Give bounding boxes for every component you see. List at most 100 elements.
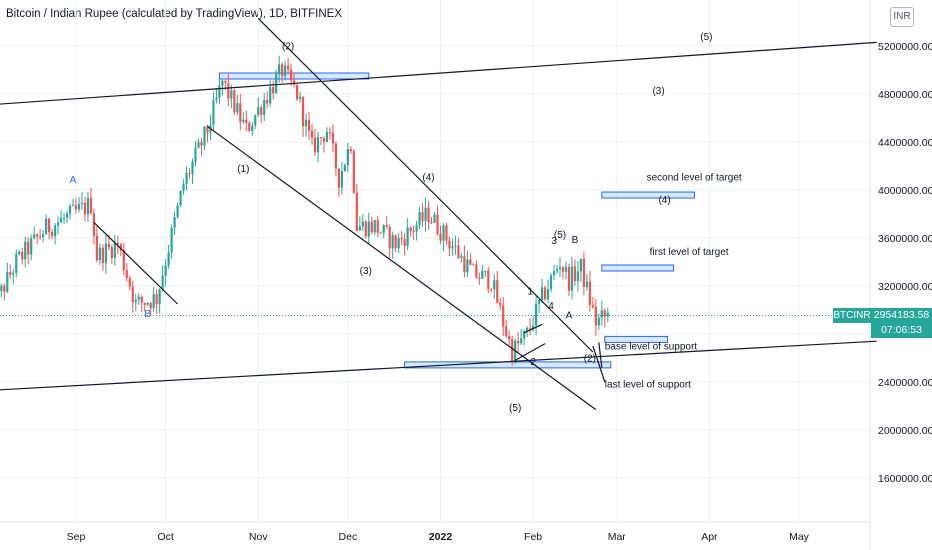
candle-body bbox=[275, 74, 278, 94]
candle-body bbox=[167, 252, 170, 266]
candle-body bbox=[119, 244, 122, 251]
candle-body bbox=[3, 285, 6, 292]
candle-body bbox=[125, 270, 128, 278]
candle-body bbox=[86, 198, 90, 215]
level-annotation: last level of support bbox=[605, 379, 691, 390]
candle-body bbox=[385, 225, 388, 227]
candle-body bbox=[564, 266, 568, 272]
trend-line bbox=[514, 343, 546, 361]
trend-line bbox=[257, 17, 594, 353]
candle-body bbox=[137, 296, 140, 300]
candle-body bbox=[50, 232, 54, 236]
candle-body bbox=[523, 330, 526, 339]
time-axis[interactable]: Sep Oct Nov Dec 2022 Feb Mar Apr May bbox=[67, 531, 810, 543]
candle-body bbox=[39, 236, 42, 238]
trend-line bbox=[592, 345, 606, 383]
candle-body bbox=[549, 275, 553, 290]
y-tick-label: 3200000.00 bbox=[878, 281, 932, 293]
candle-body bbox=[301, 97, 305, 127]
candle-body bbox=[12, 272, 15, 275]
currency-button[interactable]: INR bbox=[890, 7, 914, 27]
candle-body bbox=[585, 281, 588, 287]
candle-body bbox=[290, 69, 293, 81]
candle-body bbox=[448, 240, 451, 249]
level-zone bbox=[404, 361, 612, 369]
candle-body bbox=[218, 85, 221, 98]
y-tick-label: 4000000.00 bbox=[878, 185, 932, 197]
x-tick-label: Nov bbox=[249, 531, 268, 543]
wave-label: (3) bbox=[360, 266, 372, 277]
wave-label: (5) bbox=[700, 32, 712, 43]
grid bbox=[0, 0, 870, 522]
candle-body bbox=[511, 339, 514, 363]
trend-line bbox=[207, 125, 597, 411]
candle-body bbox=[517, 340, 520, 344]
candle-body bbox=[134, 299, 137, 303]
candle-body bbox=[307, 119, 311, 131]
candle-body bbox=[80, 202, 84, 205]
candle-body bbox=[526, 327, 529, 331]
candle-body bbox=[370, 221, 373, 233]
x-tick-label: Oct bbox=[157, 531, 173, 543]
trend-lines bbox=[0, 17, 877, 411]
candle-body bbox=[227, 82, 230, 99]
x-tick-label: Dec bbox=[339, 531, 358, 543]
candle-body bbox=[284, 65, 287, 76]
candle-body bbox=[65, 213, 69, 218]
candle-body bbox=[451, 246, 454, 249]
candle-body bbox=[98, 247, 102, 261]
candle-body bbox=[53, 225, 57, 236]
candle-body bbox=[107, 243, 110, 248]
wave-label: (3) bbox=[652, 86, 664, 97]
candle-body bbox=[128, 277, 131, 287]
wave-label: 1 bbox=[527, 286, 533, 297]
candle-body bbox=[415, 225, 418, 232]
y-tick-label: 3600000.00 bbox=[878, 233, 932, 245]
candle-body bbox=[331, 132, 335, 144]
candle-body bbox=[152, 294, 155, 308]
candle-body bbox=[269, 86, 272, 104]
candle-body bbox=[233, 90, 236, 113]
wave-label: 4 bbox=[548, 301, 554, 312]
candle-body bbox=[298, 97, 302, 100]
candle-body bbox=[45, 218, 48, 235]
candle-body bbox=[36, 234, 39, 237]
candle-body bbox=[263, 100, 266, 115]
candle-body bbox=[239, 103, 242, 122]
candle-body bbox=[412, 230, 415, 232]
level-zone bbox=[604, 335, 669, 343]
candle-body bbox=[570, 266, 574, 291]
candle-body bbox=[101, 247, 104, 264]
candle-body bbox=[146, 302, 149, 305]
candle-body bbox=[203, 126, 206, 146]
wave-label: (2) bbox=[282, 42, 294, 53]
candle-body bbox=[328, 132, 332, 134]
wave-label: (1) bbox=[237, 164, 249, 175]
candle-body bbox=[158, 289, 161, 305]
level-zone bbox=[601, 264, 675, 272]
price-badge: BTCINR 2954183.58 07:06:53 bbox=[833, 308, 932, 338]
candle-body bbox=[221, 80, 224, 86]
candle-body bbox=[287, 65, 290, 70]
candle-body bbox=[325, 132, 329, 142]
wave-label: (5) bbox=[509, 403, 521, 414]
x-tick-label: Apr bbox=[701, 531, 718, 543]
candle-body bbox=[552, 271, 556, 276]
y-tick-label: 2400000.00 bbox=[878, 377, 932, 389]
candle-body bbox=[469, 259, 472, 265]
candle-body bbox=[505, 326, 508, 337]
candle-body bbox=[155, 294, 158, 305]
candle-body bbox=[466, 259, 469, 273]
candle-body bbox=[358, 226, 361, 231]
candle-body bbox=[110, 247, 113, 259]
candle-body bbox=[278, 64, 281, 75]
candle-body bbox=[520, 338, 523, 344]
candle-body bbox=[442, 225, 445, 241]
price-axis[interactable]: 1600000.002000000.002400000.002800000.00… bbox=[878, 41, 932, 485]
candle-body bbox=[421, 212, 424, 221]
candle-body bbox=[316, 137, 320, 153]
candle-body bbox=[197, 141, 200, 148]
candle-body bbox=[481, 270, 484, 279]
price-badge-countdown: 07:06:53 bbox=[871, 323, 932, 338]
